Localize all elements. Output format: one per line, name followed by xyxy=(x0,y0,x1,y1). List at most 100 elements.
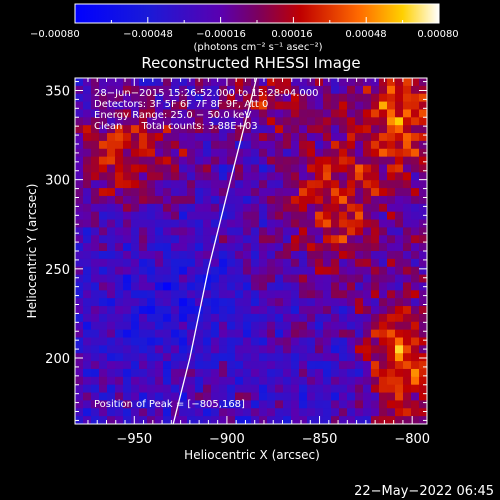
heatmap-cell xyxy=(395,156,404,166)
heatmap-cell xyxy=(195,258,204,268)
heatmap-cell xyxy=(371,227,380,236)
heatmap-cell xyxy=(291,416,300,424)
heatmap-cell xyxy=(203,290,212,299)
heatmap-cell xyxy=(339,258,348,268)
heatmap-cell xyxy=(75,117,84,126)
heatmap-cell xyxy=(355,93,364,103)
heatmap-cell xyxy=(283,140,292,150)
heatmap-cell xyxy=(227,306,236,315)
heatmap-cell xyxy=(283,125,292,134)
heatmap-cell xyxy=(163,93,172,103)
heatmap-cell xyxy=(75,290,84,299)
heatmap-cell xyxy=(315,164,324,173)
heatmap-cell xyxy=(411,274,420,284)
heatmap-cell xyxy=(299,274,308,284)
heatmap-cell xyxy=(91,211,100,221)
heatmap-cell xyxy=(123,384,132,394)
heatmap-cell xyxy=(259,251,268,260)
heatmap-cell xyxy=(387,416,396,424)
heatmap-cell xyxy=(267,195,276,205)
heatmap-cell xyxy=(91,282,100,291)
heatmap-cell xyxy=(307,109,316,118)
heatmap-cell xyxy=(259,117,268,126)
heatmap-cell xyxy=(131,353,140,362)
heatmap-cell xyxy=(147,109,156,118)
heatmap-cell xyxy=(195,290,204,299)
heatmap-cell xyxy=(243,156,252,166)
heatmap-cell xyxy=(371,180,380,189)
heatmap-cell xyxy=(339,306,348,315)
heatmap-cell xyxy=(419,164,427,173)
heatmap-cell xyxy=(91,235,100,244)
heatmap-cell xyxy=(291,85,300,95)
heatmap-cell xyxy=(355,353,364,362)
heatmap-cell xyxy=(379,211,388,221)
heatmap-cell xyxy=(371,195,380,205)
heatmap-cell xyxy=(291,321,300,331)
heatmap-cell xyxy=(75,93,84,103)
heatmap-cell xyxy=(163,266,172,276)
heatmap-cell xyxy=(283,195,292,205)
heatmap-cell xyxy=(283,180,292,189)
heatmap-cell xyxy=(131,306,140,315)
heatmap-cell xyxy=(139,125,148,134)
heatmap-cell xyxy=(307,235,316,244)
heatmap-cell xyxy=(179,251,188,260)
heatmap-cell xyxy=(371,361,380,370)
heatmap-cell xyxy=(227,133,236,142)
heatmap-cell xyxy=(163,345,172,354)
heatmap-cell xyxy=(307,85,316,95)
heatmap-cell xyxy=(227,164,236,173)
heatmap-cell xyxy=(347,85,356,95)
heatmap-cell xyxy=(379,321,388,331)
heatmap-cell xyxy=(107,337,116,346)
heatmap-cell xyxy=(219,368,228,378)
heatmap-cell xyxy=(387,251,396,260)
heatmap-cell xyxy=(171,211,180,221)
heatmap-cell xyxy=(387,93,396,103)
heatmap-cell xyxy=(299,321,308,331)
heatmap-cell xyxy=(259,140,268,150)
heatmap-cell xyxy=(123,353,132,362)
heatmap-cell xyxy=(259,85,268,95)
heatmap-cell xyxy=(283,298,292,307)
heatmap-cell xyxy=(163,400,172,409)
heatmap-cell xyxy=(243,400,252,409)
heatmap-cell xyxy=(131,235,140,244)
heatmap-cell xyxy=(307,282,316,291)
heatmap-cell xyxy=(163,235,172,244)
heatmap-cell xyxy=(363,416,372,424)
heatmap-cell xyxy=(83,408,92,417)
y-tick-label: 350 xyxy=(45,84,70,99)
heatmap-cell xyxy=(131,148,140,158)
heatmap-cell xyxy=(291,180,300,189)
heatmap-cell xyxy=(131,290,140,299)
heatmap-cell xyxy=(227,180,236,189)
heatmap-cell xyxy=(291,227,300,236)
heatmap-cell xyxy=(91,416,100,424)
heatmap-cell xyxy=(139,298,148,307)
heatmap-cell xyxy=(75,416,84,424)
heatmap-cell xyxy=(275,408,284,417)
heatmap-cell xyxy=(387,125,396,134)
heatmap-cell xyxy=(371,368,380,378)
heatmap-cell xyxy=(235,219,244,229)
heatmap-cell xyxy=(163,140,172,150)
heatmap-cell xyxy=(403,345,412,354)
heatmap-cell xyxy=(235,109,244,118)
heatmap-cell xyxy=(219,211,228,221)
heatmap-cell xyxy=(403,321,412,331)
heatmap-cell xyxy=(83,337,92,346)
heatmap-cell xyxy=(131,85,140,95)
heatmap-cell xyxy=(387,258,396,268)
heatmap-cell xyxy=(355,211,364,221)
heatmap-cell xyxy=(83,416,92,424)
heatmap-cell xyxy=(307,337,316,346)
heatmap-cell xyxy=(259,392,268,402)
heatmap-cell xyxy=(323,376,332,386)
heatmap-cell xyxy=(83,203,92,213)
heatmap-cell xyxy=(163,290,172,299)
heatmap-cell xyxy=(243,345,252,354)
heatmap-cell xyxy=(379,274,388,284)
heatmap-cell xyxy=(203,321,212,331)
